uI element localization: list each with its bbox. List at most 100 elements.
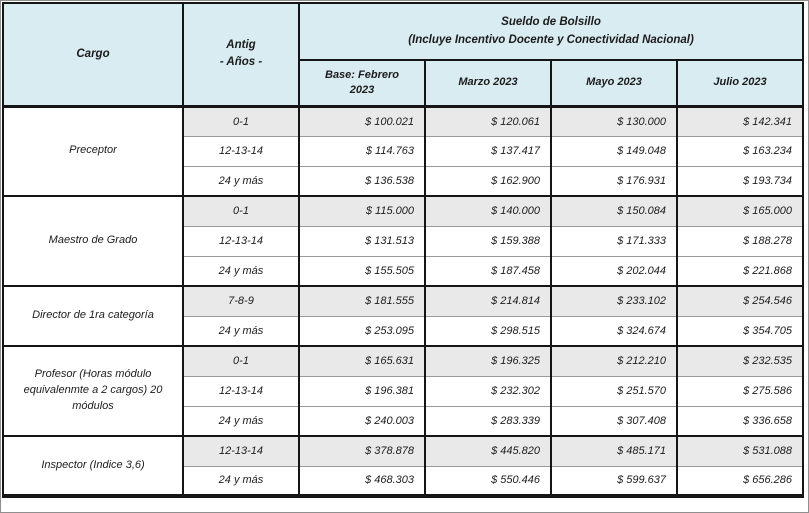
sueldo-title: Sueldo de Bolsillo (501, 15, 601, 28)
antig-cell: 24 y más (182, 465, 299, 496)
antig-cell: 24 y más (182, 255, 299, 286)
sueldo-subtitle: (Incluye Incentivo Docente y Conectivida… (408, 33, 694, 46)
table-row: Preceptor 0-1 $ 100.021 $ 120.061 $ 130.… (2, 105, 804, 196)
cargo-cell: Preceptor (2, 105, 183, 196)
table-row: Profesor (Horas módulo equivalenmte a 2 … (2, 345, 804, 436)
value-cell: $ 232.302 (424, 375, 551, 406)
cargo-cell: Inspector (Indice 3,6) (2, 435, 183, 496)
group-preceptor: Preceptor 0-1 $ 100.021 $ 120.061 $ 130.… (2, 105, 804, 196)
value-cell: $ 468.303 (298, 465, 425, 496)
value-cell: $ 324.674 (550, 315, 677, 346)
antig-cell: 12-13-14 (182, 435, 299, 466)
value-cell: $ 114.763 (298, 135, 425, 166)
antig-cell: 0-1 (182, 195, 299, 226)
value-cell: $ 130.000 (550, 105, 677, 136)
table-row: 12-13-14 $ 114.763 $ 137.417 $ 149.048 $… (3, 135, 804, 166)
value-cell: $ 240.003 (298, 405, 425, 436)
group-director-1ra: Director de 1ra categoría 7-8-9 $ 181.55… (2, 285, 804, 346)
antig-cell: 0-1 (182, 345, 299, 376)
value-cell: $ 131.513 (298, 225, 425, 256)
value-cell: $ 165.000 (675, 195, 804, 226)
group-maestro-de-grado: Maestro de Grado 0-1 $ 115.000 $ 140.000… (2, 195, 804, 286)
value-cell: $ 176.931 (550, 165, 677, 196)
table-row: 12-13-14 $ 196.381 $ 232.302 $ 251.570 $… (3, 375, 804, 406)
value-cell: $ 354.705 (675, 315, 804, 346)
table-row: 24 y más $ 240.003 $ 283.339 $ 307.408 $… (3, 405, 804, 436)
value-cell: $ 196.325 (424, 345, 551, 376)
value-cell: $ 214.814 (424, 285, 551, 316)
value-cell: $ 149.048 (550, 135, 677, 166)
antig-cell: 12-13-14 (182, 375, 299, 406)
table-row: 24 y más $ 468.303 $ 550.446 $ 599.637 $… (3, 465, 804, 496)
antig-cell: 24 y más (182, 315, 299, 346)
value-cell: $ 283.339 (424, 405, 551, 436)
table-row: 24 y más $ 155.505 $ 187.458 $ 202.044 $… (3, 255, 804, 286)
table-row: 24 y más $ 136.538 $ 162.900 $ 176.931 $… (3, 165, 804, 196)
table-row: Maestro de Grado 0-1 $ 115.000 $ 140.000… (2, 195, 804, 286)
value-cell: $ 165.631 (298, 345, 425, 376)
value-cell: $ 378.878 (298, 435, 425, 466)
value-cell: $ 140.000 (424, 195, 551, 226)
antig-cell: 0-1 (182, 105, 299, 136)
table-header: Cargo Antig - Años - Sueldo de Bolsillo … (2, 3, 804, 106)
antig-cell: 12-13-14 (182, 135, 299, 166)
value-cell: $ 120.061 (424, 105, 551, 136)
value-cell: $ 196.381 (298, 375, 425, 406)
group-profesor-20-modulos: Profesor (Horas módulo equivalenmte a 2 … (2, 345, 804, 436)
value-cell: $ 193.734 (675, 165, 804, 196)
cargo-column-header: Cargo (2, 3, 183, 106)
value-cell: $ 171.333 (550, 225, 677, 256)
value-cell: $ 202.044 (550, 255, 677, 286)
value-cell: $ 656.286 (675, 465, 804, 496)
value-cell: $ 307.408 (550, 405, 677, 436)
salary-table: Cargo Antig - Años - Sueldo de Bolsillo … (2, 2, 805, 498)
value-cell: $ 298.515 (424, 315, 551, 346)
table-row: 12-13-14 $ 131.513 $ 159.388 $ 171.333 $… (3, 225, 804, 256)
group-inspector: Inspector (Indice 3,6) 12-13-14 $ 378.87… (2, 435, 804, 496)
value-cell: $ 137.417 (424, 135, 551, 166)
month-header-mayo: Mayo 2023 (550, 60, 677, 106)
antig-header-line2: - Años - (219, 56, 263, 69)
value-cell: $ 181.555 (298, 285, 425, 316)
table-row: Director de 1ra categoría 7-8-9 $ 181.55… (2, 285, 804, 346)
value-cell: $ 115.000 (298, 195, 425, 226)
value-cell: $ 485.171 (550, 435, 677, 466)
value-cell: $ 159.388 (424, 225, 551, 256)
value-cell: $ 233.102 (550, 285, 677, 316)
antig-cell: 24 y más (182, 165, 299, 196)
value-cell: $ 275.586 (675, 375, 804, 406)
antig-column-header: Antig - Años - (182, 3, 299, 106)
cargo-cell: Director de 1ra categoría (2, 285, 183, 346)
value-cell: $ 599.637 (550, 465, 677, 496)
value-cell: $ 253.095 (298, 315, 425, 346)
table-row: 24 y más $ 253.095 $ 298.515 $ 324.674 $… (3, 315, 804, 346)
value-cell: $ 187.458 (424, 255, 551, 286)
value-cell: $ 162.900 (424, 165, 551, 196)
value-cell: $ 100.021 (298, 105, 425, 136)
value-cell: $ 221.868 (675, 255, 804, 286)
value-cell: $ 142.341 (675, 105, 804, 136)
cargo-cell: Maestro de Grado (2, 195, 183, 286)
value-cell: $ 150.084 (550, 195, 677, 226)
value-cell: $ 336.658 (675, 405, 804, 436)
month-header-marzo: Marzo 2023 (424, 60, 551, 106)
cargo-cell: Profesor (Horas módulo equivalenmte a 2 … (2, 345, 183, 436)
value-cell: $ 550.446 (424, 465, 551, 496)
antig-header-line1: Antig (226, 39, 256, 51)
cargo-header-label: Cargo (76, 47, 110, 60)
month-header-base-febrero: Base: Febrero 2023 (298, 60, 425, 106)
value-cell: $ 531.088 (675, 435, 804, 466)
value-cell: $ 254.546 (675, 285, 804, 316)
month-header-julio: Julio 2023 (675, 60, 804, 106)
antig-cell: 7-8-9 (182, 285, 299, 316)
value-cell: $ 232.535 (675, 345, 804, 376)
antig-cell: 12-13-14 (182, 225, 299, 256)
value-cell: $ 163.234 (675, 135, 804, 166)
value-cell: $ 155.505 (298, 255, 425, 286)
table-row: Inspector (Indice 3,6) 12-13-14 $ 378.87… (2, 435, 804, 496)
value-cell: $ 136.538 (298, 165, 425, 196)
sueldo-de-bolsillo-header: Sueldo de Bolsillo (Incluye Incentivo Do… (297, 3, 804, 61)
value-cell: $ 251.570 (550, 375, 677, 406)
antig-cell: 24 y más (182, 405, 299, 436)
